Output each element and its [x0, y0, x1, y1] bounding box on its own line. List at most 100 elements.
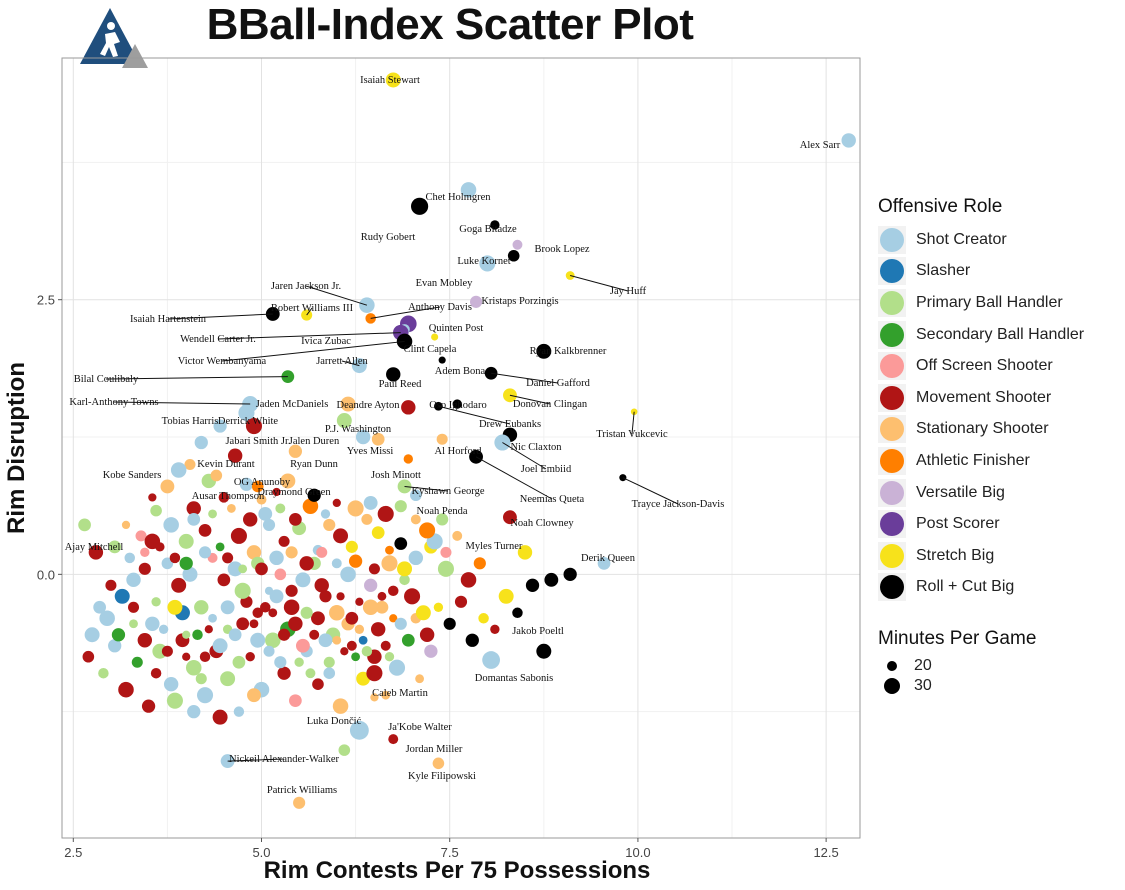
player-label: Joel Embiid	[521, 464, 572, 475]
data-point	[166, 692, 183, 709]
player-label: Daniel Gafford	[526, 378, 590, 389]
data-point	[285, 546, 298, 559]
label-leader-line	[491, 372, 559, 384]
data-point	[473, 557, 486, 570]
player-label: Caleb Martin	[372, 688, 428, 699]
x-tick-label: 2.5	[64, 845, 82, 860]
data-point-labeled	[494, 434, 511, 451]
data-point	[277, 666, 291, 680]
data-point-labeled	[293, 796, 306, 809]
player-label: Ja'Kobe Walter	[388, 722, 452, 733]
size-swatch-icon	[887, 661, 897, 671]
data-point	[340, 647, 349, 656]
data-point	[236, 617, 250, 631]
data-point	[167, 599, 183, 615]
legend-item-slasher: Slasher	[878, 256, 1118, 288]
data-point	[194, 600, 209, 615]
data-point	[186, 501, 201, 516]
data-point	[312, 678, 324, 690]
data-point-labeled	[503, 388, 517, 403]
data-point-labeled	[307, 488, 321, 502]
size-legend-item: 20	[878, 656, 1036, 676]
legend-title: Offensive Role	[878, 196, 1003, 217]
data-point	[82, 650, 95, 663]
data-point	[332, 498, 341, 508]
data-point	[356, 671, 371, 686]
player-label: Derrick White	[218, 416, 278, 427]
data-point	[380, 640, 391, 651]
data-point-labeled	[512, 239, 523, 250]
size-swatch-icon	[884, 678, 900, 694]
data-point	[140, 547, 150, 558]
data-point	[443, 617, 456, 630]
size-legend-item: 30	[878, 676, 1036, 696]
player-label: Tobias Harris	[162, 416, 219, 427]
data-point-labeled	[349, 720, 369, 740]
data-point	[370, 622, 386, 637]
data-point-labeled	[213, 419, 227, 433]
player-label: Wendell Carter Jr.	[180, 334, 256, 345]
player-label: Bilal Coulibaly	[74, 374, 139, 385]
data-point	[161, 557, 174, 570]
data-point	[381, 690, 391, 700]
data-point-labeled	[280, 473, 296, 489]
data-point	[295, 572, 311, 588]
player-label: Nickeil Alexander-Walker	[229, 754, 340, 765]
data-point-labeled	[507, 249, 520, 262]
data-point	[394, 500, 407, 513]
player-label: Jordan Miller	[406, 744, 463, 755]
data-point	[399, 574, 410, 586]
data-point-labeled	[536, 343, 552, 359]
label-leader-line	[221, 340, 405, 362]
data-point	[336, 592, 345, 601]
player-label: Ajay Mitchell	[65, 542, 124, 553]
data-point	[404, 588, 421, 605]
player-label: Clint Capela	[404, 344, 457, 355]
data-point	[478, 613, 489, 624]
size-legend-label: 20	[914, 657, 932, 674]
legend-swatch-icon	[880, 480, 904, 505]
legend-label: Off Screen Shooter	[916, 357, 1053, 375]
data-point-labeled	[452, 399, 462, 409]
legend-label: Roll + Cut Big	[916, 578, 1015, 596]
data-point	[182, 630, 191, 639]
data-point	[98, 667, 109, 679]
data-point	[194, 435, 208, 450]
data-point-labeled	[436, 433, 448, 445]
data-point	[563, 567, 577, 581]
legend-key	[878, 383, 906, 412]
player-label: Patrick Williams	[267, 785, 337, 796]
x-tick-label: 10.0	[625, 845, 650, 860]
player-label: Nic Claxton	[510, 442, 562, 453]
data-point	[323, 667, 336, 680]
player-label: Adem Bona	[435, 366, 486, 377]
data-point	[243, 512, 258, 527]
label-leader-line	[113, 401, 251, 405]
data-point	[314, 578, 329, 593]
player-label: Tristan Vukcevic	[596, 429, 668, 440]
data-point	[247, 688, 261, 703]
label-leader-line	[509, 394, 551, 405]
data-point	[121, 520, 131, 530]
data-point	[185, 659, 202, 676]
data-point	[319, 590, 332, 603]
data-point	[256, 494, 267, 505]
data-point	[220, 671, 236, 687]
data-point	[265, 632, 281, 649]
legend-item-rcb: Roll + Cut Big	[878, 572, 1118, 604]
x-tick-label: 12.5	[813, 845, 838, 860]
legend-swatch-icon	[880, 322, 904, 347]
data-point	[252, 607, 263, 619]
data-point	[424, 644, 438, 658]
data-point-labeled	[371, 432, 385, 446]
player-label: Drew Eubanks	[479, 419, 541, 430]
label-leader-line	[227, 758, 285, 762]
data-point	[182, 566, 198, 582]
data-point	[389, 614, 398, 623]
data-point	[258, 506, 273, 521]
data-point	[208, 613, 217, 623]
data-point-labeled	[403, 454, 413, 464]
y-axis-label: Rim Disruption	[3, 362, 30, 534]
label-leader-line	[475, 456, 553, 500]
legend-key	[878, 288, 906, 317]
